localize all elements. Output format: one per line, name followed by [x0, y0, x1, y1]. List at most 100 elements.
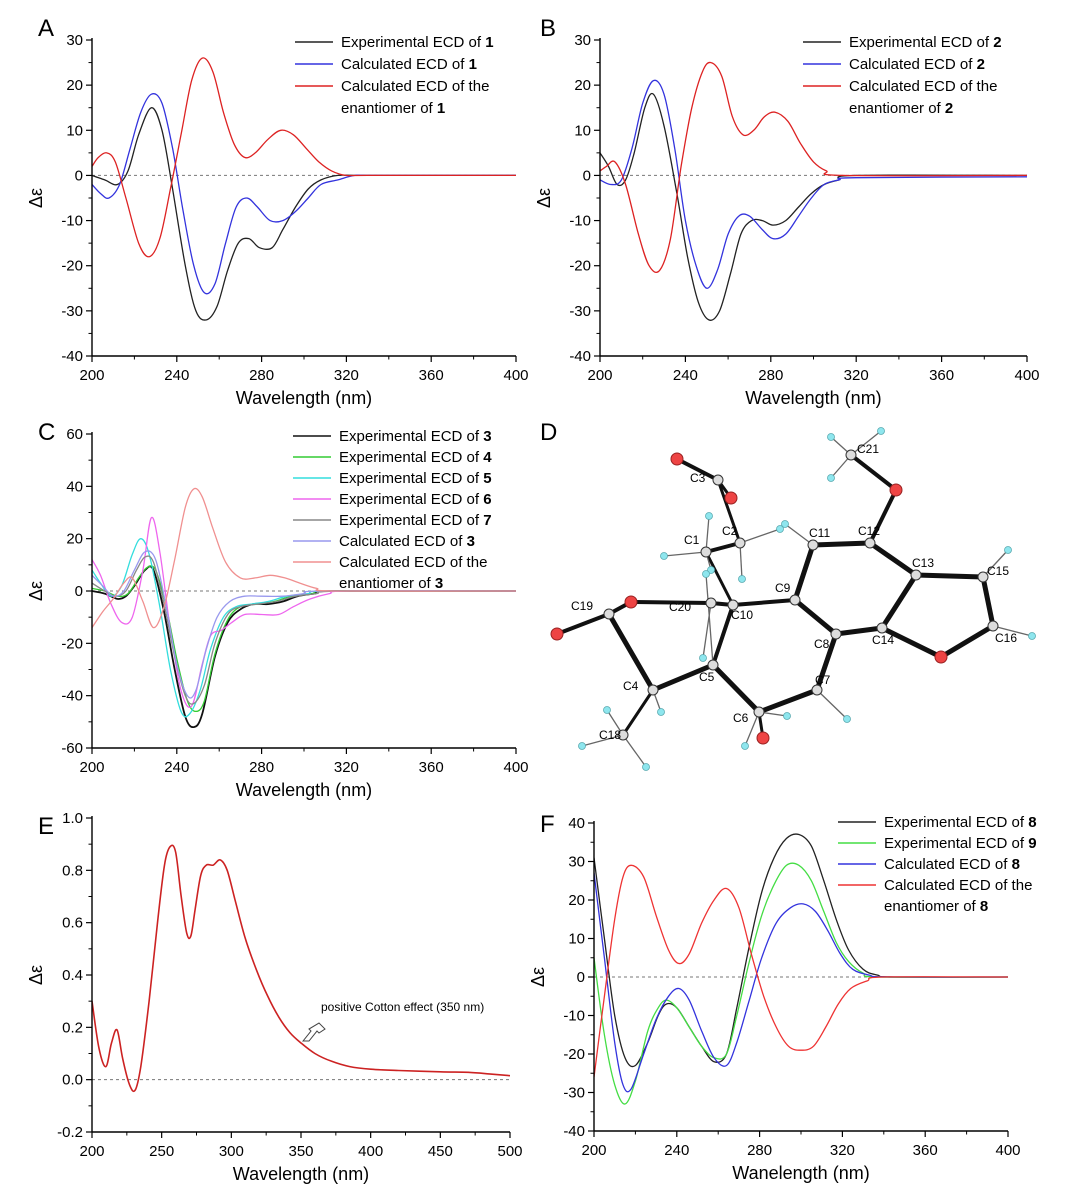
legend-entry-text: Experimental ECD of — [884, 814, 1028, 831]
legend-entry-number: 8 — [1012, 856, 1020, 873]
y-tick-label: 20 — [574, 77, 591, 94]
series-line-5 — [92, 555, 516, 705]
legend-entry-cont: enantiomer of 2 — [849, 100, 953, 117]
bond — [810, 540, 873, 548]
carbon-atom — [727, 599, 739, 611]
x-tick-label: 300 — [219, 1143, 244, 1160]
atom-label: C5 — [699, 670, 715, 684]
panel-label: B — [540, 15, 556, 42]
y-tick-label: -20 — [563, 1046, 585, 1063]
panel-label: C — [38, 419, 55, 446]
bond — [879, 625, 944, 660]
hydrogen-atom — [702, 570, 710, 578]
bond — [629, 600, 713, 605]
x-tick-label: 500 — [497, 1143, 522, 1160]
h-bond — [982, 549, 1009, 578]
y-tick-label: 0.4 — [62, 967, 83, 984]
carbon-atom — [700, 546, 712, 558]
atom-label: C6 — [733, 711, 749, 725]
hydrogen-atom — [827, 474, 835, 482]
legend-entry-number: 2 — [993, 34, 1001, 51]
hydrogen-atom — [843, 715, 851, 723]
y-tick-label: -10 — [61, 213, 83, 230]
hydrogen-atom — [657, 708, 665, 716]
hydrogen-atom — [783, 712, 791, 720]
hydrogen-atom — [705, 512, 713, 520]
atom-label: C13 — [912, 556, 934, 570]
x-tick-label: 320 — [334, 759, 359, 776]
oxygen-atom — [624, 595, 638, 609]
bond — [980, 574, 996, 629]
panel-e: E 200 250 300 350 400 450 500 -0.2 0.0 0.2 0.4 0.6 0.… — [26, 810, 523, 1184]
y-tick-label: 40 — [568, 815, 585, 832]
atom-label: C9 — [775, 581, 791, 595]
series-group — [92, 487, 516, 729]
y-tick-label: -20 — [61, 635, 83, 652]
y-tick-label: 20 — [568, 892, 585, 909]
bond — [792, 542, 816, 603]
atom-label: C19 — [571, 599, 593, 613]
y-tick-label: 0 — [583, 167, 591, 184]
bond — [675, 457, 720, 482]
x-tick-label: 400 — [358, 1143, 383, 1160]
h-bond — [850, 430, 882, 456]
carbon-atom — [712, 474, 724, 486]
hydrogen-atom — [578, 742, 586, 750]
series-group — [600, 61, 1027, 321]
y-tick-label: -30 — [563, 1085, 585, 1102]
carbon-atom — [811, 684, 823, 696]
legend-entry-text: Experimental ECD of — [339, 491, 483, 508]
legend-entry: Experimental ECD of 7 — [339, 512, 492, 529]
hydrogen-atom — [738, 575, 746, 583]
series-line-2 — [92, 93, 516, 295]
x-tick-label: 240 — [164, 367, 189, 384]
bond — [833, 625, 885, 637]
atom-label: C8 — [814, 637, 830, 651]
x-tick-label: 400 — [503, 367, 528, 384]
bond — [814, 631, 839, 693]
h-bond — [784, 523, 814, 546]
panel-b: B 200 240 280 320 360 400 -40 -30 -20 -10 0 10 20 30 Wa… — [534, 15, 1040, 408]
atom-label: C21 — [857, 442, 879, 456]
carbon-atom — [705, 597, 717, 609]
legend-entry-number: 8 — [980, 898, 988, 915]
x-tick-label: 400 — [995, 1142, 1020, 1159]
y-tick-label: 0.8 — [62, 862, 83, 879]
panel-label: E — [38, 813, 54, 840]
x-tick-label: 400 — [503, 759, 528, 776]
legend-entry-text: Calculated ECD of — [884, 856, 1012, 873]
oxygen-atom — [756, 731, 770, 745]
legend-entry-text: Experimental ECD of — [339, 470, 483, 487]
y-tick-label: 10 — [568, 931, 585, 948]
y-tick-label: -40 — [61, 688, 83, 705]
legend-entry-number: 4 — [483, 449, 492, 466]
legend-entry: Calculated ECD of 2 — [849, 56, 985, 73]
x-tick-label: 240 — [664, 1142, 689, 1159]
annotation: positive Cotton effect (350 nm) — [301, 1000, 484, 1042]
hydrogen-atom — [660, 552, 668, 560]
atom-label: C16 — [995, 631, 1017, 645]
x-axis-label: Wavelength (nm) — [236, 388, 372, 408]
h-bond — [744, 711, 760, 747]
carbon-atom — [753, 706, 765, 718]
bond — [704, 550, 735, 607]
bond — [606, 611, 656, 693]
bond — [731, 598, 797, 607]
atom-label: C20 — [669, 600, 691, 614]
h-bond — [739, 528, 781, 544]
legend-entry-cont: enantiomer of 3 — [339, 575, 443, 592]
atom-label: C10 — [731, 608, 753, 622]
legend-entry-text: Calculated ECD of — [339, 533, 467, 550]
atom-label: C2 — [722, 524, 738, 538]
legend-entry-text: enantiomer of — [339, 575, 435, 592]
x-tick-label: 280 — [249, 367, 274, 384]
carbon-atom — [910, 569, 922, 581]
legend-entry-text: Experimental ECD of — [339, 428, 483, 445]
series-group — [92, 844, 510, 1093]
atoms: C21 C3 C2 C11 C12 C1 C13 C15 C9 C20 C10 C19 C14 C8 C16… — [550, 427, 1036, 771]
hydrogen-atom — [642, 763, 650, 771]
atom-label: C3 — [690, 471, 706, 485]
y-tick-label: -30 — [569, 303, 591, 320]
h-bond — [663, 551, 707, 557]
